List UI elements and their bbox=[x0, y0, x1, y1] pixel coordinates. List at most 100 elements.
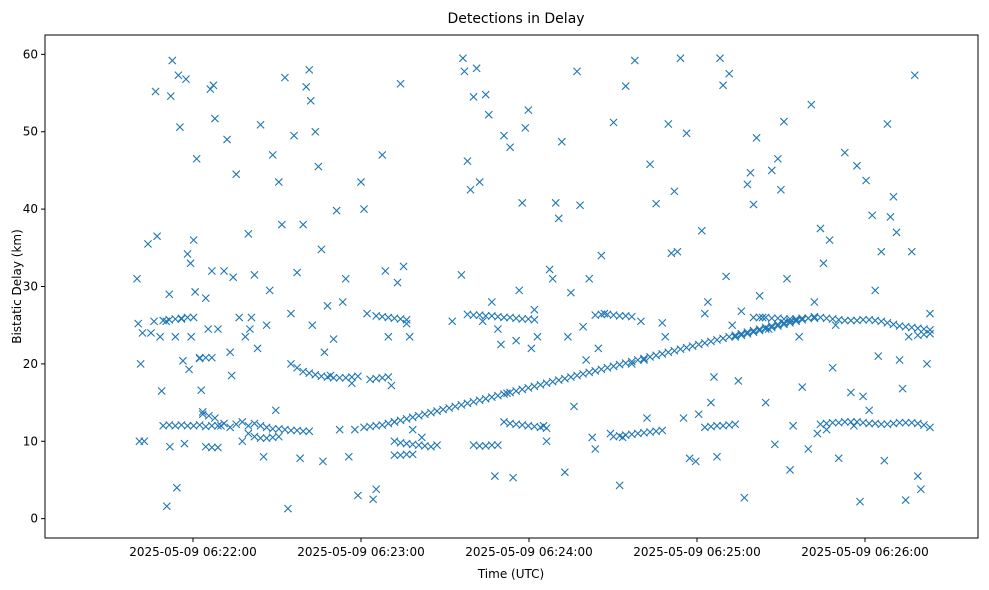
data-marker bbox=[904, 332, 913, 341]
data-marker bbox=[207, 353, 216, 362]
data-marker bbox=[338, 297, 347, 306]
data-marker bbox=[350, 425, 359, 434]
data-marker bbox=[542, 424, 551, 433]
data-marker bbox=[664, 120, 673, 128]
data-marker bbox=[226, 348, 235, 357]
data-marker bbox=[533, 332, 542, 341]
data-marker bbox=[305, 369, 314, 378]
data-marker bbox=[719, 81, 728, 90]
data-marker bbox=[245, 325, 254, 334]
data-marker bbox=[813, 429, 822, 438]
data-marker bbox=[789, 421, 798, 430]
data-marker bbox=[749, 313, 758, 322]
data-marker bbox=[804, 314, 813, 323]
data-marker bbox=[627, 312, 636, 321]
data-marker bbox=[274, 432, 283, 441]
data-marker bbox=[597, 365, 606, 374]
data-marker bbox=[913, 419, 922, 428]
data-marker bbox=[591, 445, 600, 453]
data-marker bbox=[786, 318, 795, 327]
data-marker bbox=[469, 92, 478, 101]
data-marker bbox=[235, 313, 244, 322]
data-marker bbox=[207, 443, 216, 452]
data-marker bbox=[722, 272, 731, 281]
data-marker bbox=[737, 331, 746, 340]
data-marker bbox=[639, 356, 648, 365]
data-marker bbox=[849, 421, 858, 430]
data-marker bbox=[198, 410, 207, 419]
data-marker bbox=[743, 180, 752, 189]
data-marker bbox=[445, 404, 454, 412]
data-marker bbox=[767, 166, 776, 175]
data-marker bbox=[524, 106, 533, 115]
data-marker bbox=[318, 457, 327, 466]
data-marker bbox=[305, 427, 314, 436]
data-marker bbox=[166, 92, 175, 101]
data-marker bbox=[694, 340, 703, 349]
data-marker bbox=[576, 201, 585, 210]
data-marker bbox=[384, 373, 393, 382]
data-marker bbox=[210, 114, 219, 123]
data-marker bbox=[332, 206, 341, 215]
data-marker bbox=[244, 421, 253, 430]
data-marker bbox=[408, 450, 417, 459]
data-marker bbox=[551, 198, 560, 207]
data-marker bbox=[779, 315, 788, 323]
data-marker bbox=[518, 198, 527, 207]
data-marker bbox=[743, 328, 752, 337]
data-marker bbox=[752, 133, 761, 142]
data-marker bbox=[204, 411, 213, 420]
data-marker bbox=[892, 228, 901, 237]
data-marker bbox=[859, 392, 868, 401]
data-marker bbox=[299, 220, 308, 229]
data-marker bbox=[889, 192, 898, 201]
x-tick-label: 2025-05-09 06:24:00 bbox=[465, 545, 592, 559]
data-marker bbox=[779, 117, 788, 126]
data-marker bbox=[706, 398, 715, 407]
data-marker bbox=[901, 418, 910, 427]
data-marker bbox=[457, 400, 466, 409]
data-marker bbox=[378, 150, 387, 159]
data-marker bbox=[487, 393, 496, 402]
data-marker bbox=[475, 396, 484, 405]
data-marker bbox=[521, 123, 530, 132]
data-marker bbox=[232, 420, 241, 429]
data-marker bbox=[807, 100, 816, 109]
data-marker bbox=[493, 391, 502, 400]
data-marker bbox=[798, 383, 807, 392]
data-marker bbox=[646, 352, 655, 361]
data-marker bbox=[883, 120, 892, 128]
data-marker bbox=[353, 491, 362, 500]
data-marker bbox=[451, 402, 460, 411]
data-marker bbox=[761, 323, 770, 332]
data-marker bbox=[825, 236, 834, 245]
data-marker bbox=[396, 416, 405, 425]
data-marker bbox=[463, 157, 472, 166]
data-marker bbox=[151, 87, 160, 96]
data-marker bbox=[172, 483, 181, 492]
data-marker bbox=[274, 178, 283, 187]
data-marker bbox=[542, 379, 551, 388]
data-marker bbox=[731, 332, 740, 341]
data-marker bbox=[363, 309, 372, 318]
data-marker bbox=[466, 185, 475, 194]
data-marker bbox=[136, 359, 145, 368]
y-tick-label: 10 bbox=[23, 434, 38, 448]
data-marker bbox=[250, 419, 259, 428]
data-marker bbox=[594, 344, 603, 353]
data-marker bbox=[926, 329, 934, 338]
data-marker bbox=[713, 335, 721, 344]
data-marker bbox=[530, 315, 539, 324]
data-marker bbox=[506, 388, 515, 397]
data-marker bbox=[195, 421, 204, 430]
data-marker bbox=[268, 150, 277, 159]
data-marker bbox=[755, 326, 764, 335]
data-marker bbox=[191, 287, 200, 296]
data-marker bbox=[569, 402, 578, 411]
data-marker bbox=[694, 410, 703, 419]
data-marker bbox=[396, 79, 405, 88]
data-marker bbox=[469, 311, 478, 320]
data-marker bbox=[271, 406, 280, 415]
data-marker bbox=[369, 495, 378, 504]
